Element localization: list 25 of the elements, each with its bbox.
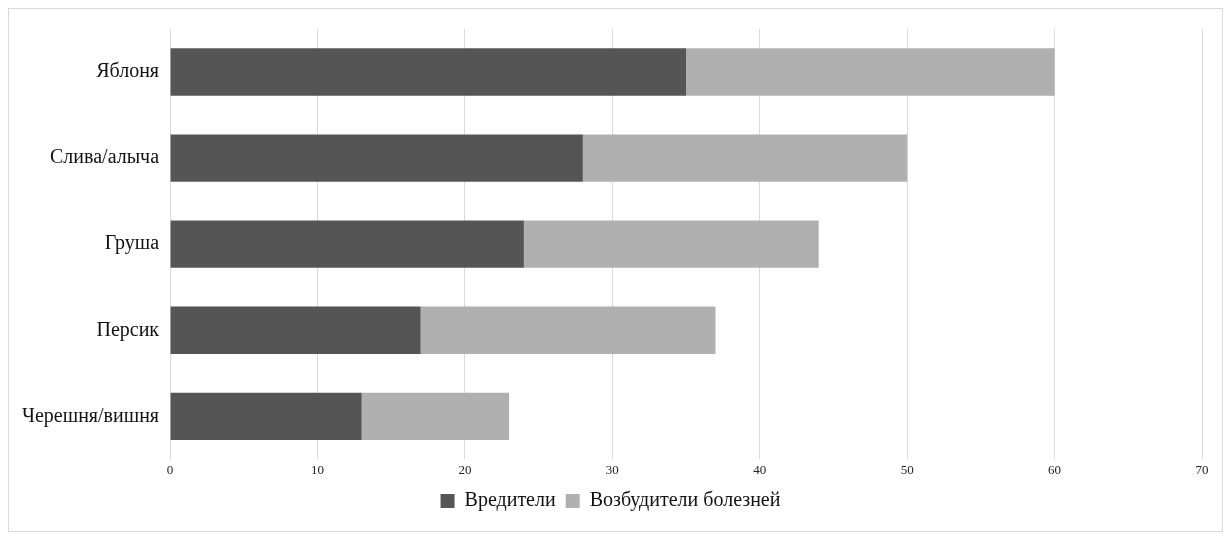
x-tick-label: 60 — [1048, 461, 1062, 477]
legend-label: Возбудители болезней — [589, 488, 781, 512]
bar — [582, 134, 908, 182]
bar — [361, 392, 510, 441]
x-tick-label: 10 — [310, 461, 324, 477]
x-tick-label: 40 — [753, 461, 767, 477]
bar — [170, 134, 583, 182]
x-tick-label: 50 — [900, 461, 914, 477]
y-tick-label: Персик — [96, 317, 160, 341]
y-tick-label: Черешня/вишня — [22, 403, 160, 427]
x-tick-label: 30 — [605, 461, 619, 477]
y-tick-label: Яблоня — [96, 59, 160, 82]
legend-label: Вредители — [464, 488, 556, 512]
x-tick-label: 70 — [1195, 461, 1209, 477]
bar — [170, 48, 687, 96]
bar — [523, 220, 819, 268]
bar — [686, 48, 1055, 96]
x-tick-label: 0 — [166, 461, 174, 477]
y-tick-label: Слива/алыча — [50, 145, 160, 168]
bar — [170, 392, 362, 441]
x-tick-label: 20 — [458, 461, 472, 477]
bar — [170, 306, 421, 354]
y-tick-label: Груша — [104, 231, 160, 255]
bar — [170, 220, 524, 268]
bar — [420, 306, 716, 354]
